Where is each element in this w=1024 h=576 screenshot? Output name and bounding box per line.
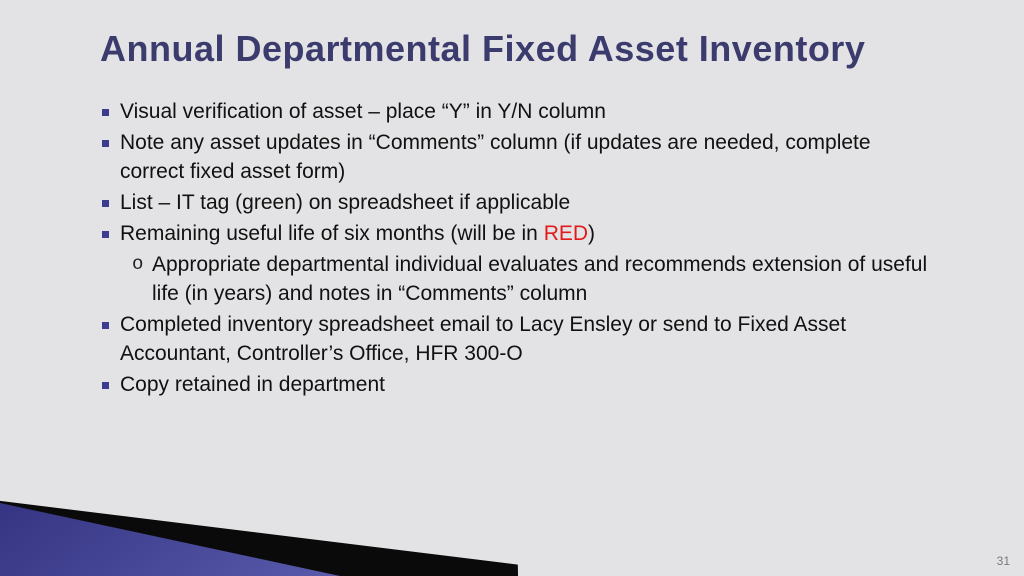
bullet-text-red: RED [544,222,588,245]
bullet-item: Note any asset updates in “Comments” col… [98,129,938,187]
bullet-item: Remaining useful life of six months (wil… [98,220,938,309]
bullet-item: Copy retained in department [98,371,938,400]
slide-body: Visual verification of asset – place “Y”… [98,98,938,402]
bullet-text: Note any asset updates in “Comments” col… [120,131,871,183]
bullet-text: List – IT tag (green) on spreadsheet if … [120,191,570,214]
slide: Annual Departmental Fixed Asset Inventor… [0,0,1024,576]
sub-bullet-list: Appropriate departmental individual eval… [120,251,938,309]
sub-bullet-text: Appropriate departmental individual eval… [152,253,927,305]
bullet-text: Visual verification of asset – place “Y”… [120,100,606,123]
bullet-list: Visual verification of asset – place “Y”… [98,98,938,400]
bullet-text: Completed inventory spreadsheet email to… [120,313,846,365]
bullet-item: Completed inventory spreadsheet email to… [98,311,938,369]
bullet-text-post: ) [588,222,595,245]
bullet-text: Copy retained in department [120,373,385,396]
bullet-item: List – IT tag (green) on spreadsheet if … [98,189,938,218]
bullet-text-pre: Remaining useful life of six months (wil… [120,222,544,245]
slide-title: Annual Departmental Fixed Asset Inventor… [100,28,865,70]
sub-bullet-item: Appropriate departmental individual eval… [126,251,938,309]
page-number: 31 [997,554,1010,568]
bullet-item: Visual verification of asset – place “Y”… [98,98,938,127]
